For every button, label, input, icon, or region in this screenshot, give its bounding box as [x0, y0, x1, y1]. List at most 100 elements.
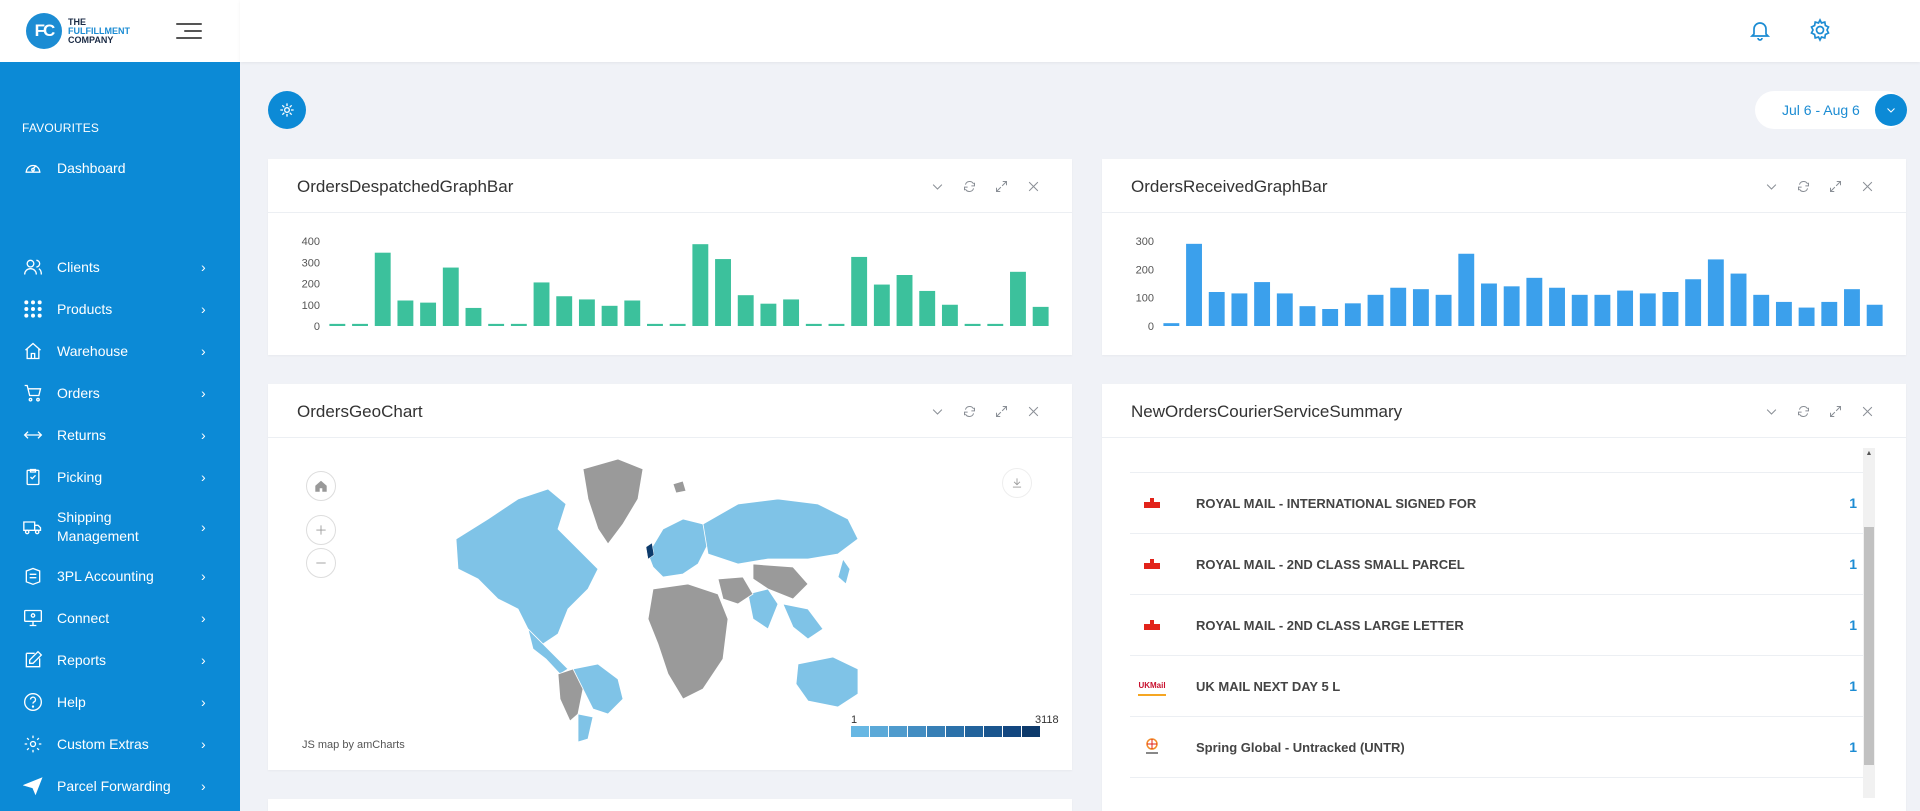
received-bar[interactable]	[1798, 307, 1815, 326]
received-bar[interactable]	[1526, 277, 1543, 326]
despatched-bar[interactable]	[805, 323, 822, 326]
dashboard-settings-button[interactable]	[268, 91, 306, 129]
despatched-bar[interactable]	[715, 259, 731, 326]
received-bar[interactable]	[1730, 273, 1747, 326]
despatched-bar[interactable]	[851, 256, 868, 326]
despatched-bar[interactable]	[1010, 271, 1026, 326]
received-bar[interactable]	[1685, 279, 1702, 326]
list-item[interactable]: ROYAL MAIL - INTERNATIONAL SIGNED FOR 1	[1130, 473, 1865, 534]
received-bar[interactable]	[1844, 289, 1860, 326]
date-range-picker[interactable]: Jul 6 - Aug 6	[1755, 91, 1907, 129]
despatched-bar[interactable]	[1032, 306, 1049, 326]
gear-icon[interactable]	[1808, 18, 1832, 42]
despatched-bar[interactable]	[896, 275, 913, 326]
received-bar[interactable]	[1367, 294, 1384, 326]
received-bar[interactable]	[1571, 294, 1588, 326]
despatched-bar[interactable]	[624, 300, 641, 327]
sidebar-item-dashboard[interactable]: Dashboard	[0, 147, 240, 189]
despatched-bar[interactable]	[737, 295, 754, 326]
expand-icon[interactable]	[1827, 178, 1844, 195]
despatched-bar[interactable]	[488, 323, 505, 326]
sidebar-item-picking[interactable]: Picking ›	[0, 456, 240, 498]
refresh-icon[interactable]	[1795, 403, 1812, 420]
despatched-bar[interactable]	[964, 323, 981, 326]
received-bar[interactable]	[1662, 292, 1679, 326]
sidebar-item-products[interactable]: Products ›	[0, 288, 240, 330]
bell-icon[interactable]	[1748, 18, 1772, 42]
despatched-bar[interactable]	[420, 302, 437, 326]
despatched-bar[interactable]	[578, 299, 595, 326]
received-bar[interactable]	[1208, 292, 1225, 326]
map-home-button[interactable]	[306, 471, 336, 501]
sidebar-item-help[interactable]: Help ›	[0, 681, 240, 723]
received-bar[interactable]	[1866, 304, 1883, 326]
list-scrollbar-thumb[interactable]	[1864, 527, 1874, 765]
expand-icon[interactable]	[993, 403, 1010, 420]
sidebar-item-connect[interactable]: Connect ›	[0, 597, 240, 639]
received-bar[interactable]	[1617, 290, 1634, 326]
list-item[interactable]: Spring Global - Untracked (UNTR) 1	[1130, 717, 1865, 778]
received-bar[interactable]	[1481, 283, 1497, 327]
company-logo[interactable]: FC	[26, 13, 62, 49]
map-zoom-out-button[interactable]	[306, 548, 336, 578]
collapse-icon[interactable]	[929, 403, 946, 420]
received-bar[interactable]	[1753, 294, 1770, 326]
expand-icon[interactable]	[1827, 403, 1844, 420]
despatched-bar[interactable]	[692, 244, 709, 326]
received-bar[interactable]	[1435, 294, 1452, 326]
despatched-bar[interactable]	[442, 267, 459, 326]
despatched-bar[interactable]	[465, 307, 482, 326]
list-item[interactable]: ROYAL MAIL - 2ND CLASS LARGE LETTER 1	[1130, 595, 1865, 656]
map-download-button[interactable]	[1002, 468, 1032, 498]
sidebar-item-3pl-accounting[interactable]: 3PL Accounting ›	[0, 555, 240, 597]
close-icon[interactable]	[1859, 403, 1876, 420]
received-bar[interactable]	[1254, 282, 1271, 326]
despatched-bar[interactable]	[647, 323, 663, 326]
list-item[interactable]	[1130, 448, 1865, 473]
received-bar[interactable]	[1163, 323, 1180, 326]
expand-icon[interactable]	[993, 178, 1010, 195]
received-bar[interactable]	[1322, 309, 1339, 326]
sidebar-item-custom-extras[interactable]: Custom Extras ›	[0, 723, 240, 765]
menu-toggle-icon[interactable]	[176, 23, 202, 39]
refresh-icon[interactable]	[961, 403, 978, 420]
close-icon[interactable]	[1025, 403, 1042, 420]
received-bar[interactable]	[1458, 253, 1475, 326]
despatched-bar[interactable]	[556, 296, 573, 326]
despatched-bar[interactable]	[828, 323, 845, 326]
received-bar[interactable]	[1549, 287, 1565, 326]
chevron-down-icon[interactable]	[1875, 94, 1907, 126]
sidebar-item-warehouse[interactable]: Warehouse ›	[0, 330, 240, 372]
list-item[interactable]: UKMail UK MAIL NEXT DAY 5 L 1	[1130, 656, 1865, 717]
despatched-bar[interactable]	[374, 252, 391, 326]
received-bar[interactable]	[1390, 287, 1407, 326]
close-icon[interactable]	[1025, 178, 1042, 195]
map-zoom-in-button[interactable]	[306, 515, 336, 545]
despatched-bar[interactable]	[601, 305, 618, 326]
despatched-bar[interactable]	[533, 282, 550, 326]
sidebar-item-parcel-forwarding[interactable]: Parcel Forwarding ›	[0, 765, 240, 807]
despatched-bar[interactable]	[397, 300, 414, 327]
collapse-icon[interactable]	[929, 178, 946, 195]
received-bar[interactable]	[1594, 294, 1611, 326]
despatched-bar[interactable]	[783, 299, 800, 326]
despatched-bar[interactable]	[510, 323, 527, 326]
received-bar[interactable]	[1344, 303, 1361, 326]
despatched-bar[interactable]	[352, 323, 368, 326]
scroll-up-arrow-icon[interactable]: ▲	[1865, 450, 1873, 457]
refresh-icon[interactable]	[961, 178, 978, 195]
received-bar[interactable]	[1276, 293, 1293, 326]
received-bar[interactable]	[1707, 259, 1724, 326]
collapse-icon[interactable]	[1763, 403, 1780, 420]
sidebar-item-orders[interactable]: Orders ›	[0, 372, 240, 414]
sidebar-item-shipping-management[interactable]: Shipping Management ›	[0, 506, 240, 548]
close-icon[interactable]	[1859, 178, 1876, 195]
list-item[interactable]: ROYAL MAIL - 2ND CLASS SMALL PARCEL 1	[1130, 534, 1865, 595]
despatched-bar[interactable]	[329, 323, 346, 326]
received-bar[interactable]	[1299, 306, 1316, 326]
despatched-bar[interactable]	[941, 304, 958, 326]
received-bar[interactable]	[1775, 301, 1792, 326]
sidebar-item-returns[interactable]: Returns ›	[0, 414, 240, 456]
received-bar[interactable]	[1186, 243, 1202, 326]
despatched-bar[interactable]	[760, 303, 777, 326]
